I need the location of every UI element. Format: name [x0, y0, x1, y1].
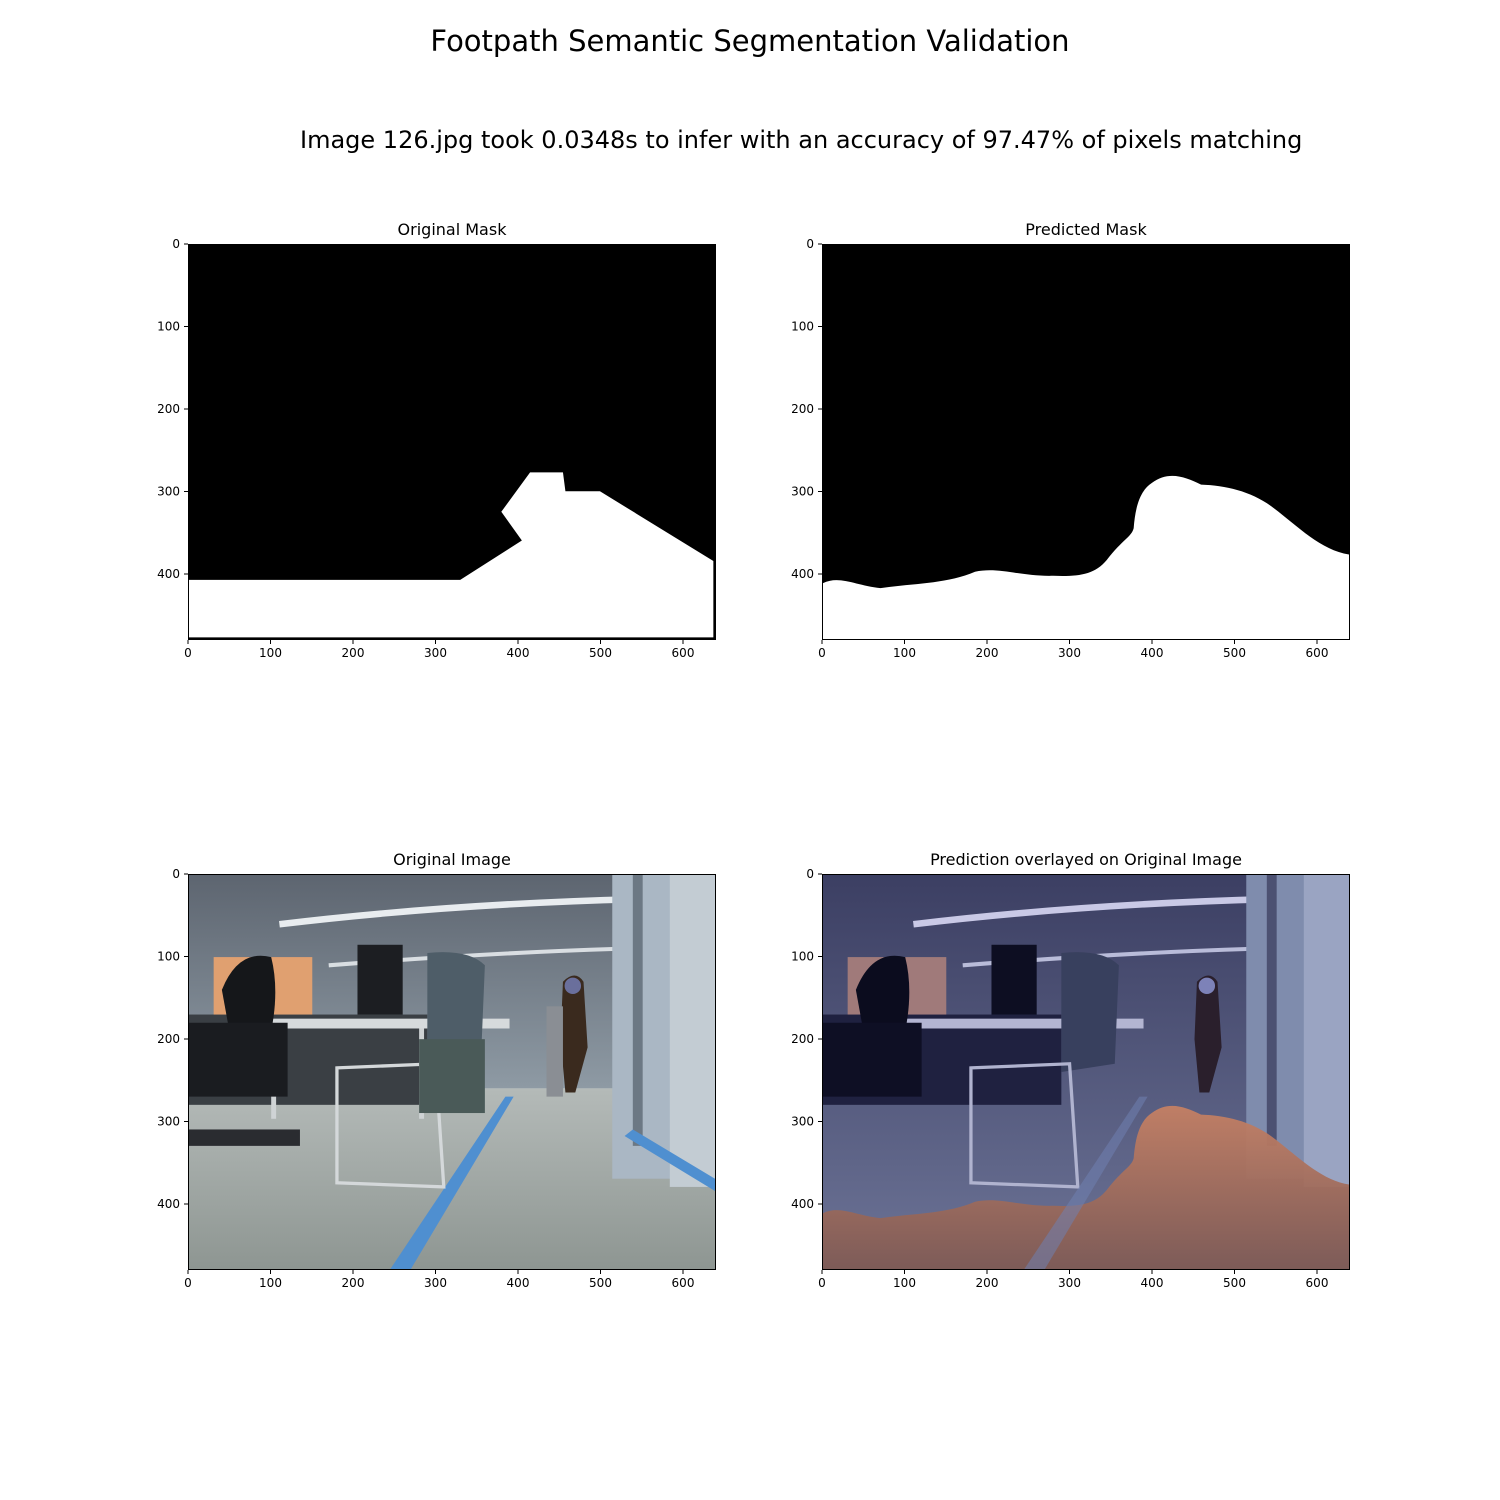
original-mask-xtick-label: 200: [342, 646, 365, 660]
predicted-mask-xtick-label: 100: [893, 646, 916, 660]
overlay-xtick-label: 500: [1223, 1276, 1246, 1290]
overlay-image: [823, 875, 1349, 1269]
overlay-title: Prediction overlayed on Original Image: [930, 850, 1242, 869]
original-mask-xtick-label: 600: [672, 646, 695, 660]
predicted-mask-xtick-label: 600: [1306, 646, 1329, 660]
original-image-title: Original Image: [393, 850, 511, 869]
overlay-xtick-label: 200: [976, 1276, 999, 1290]
overlay-xtick-label: 400: [1141, 1276, 1164, 1290]
original-image-photo: [189, 875, 715, 1269]
predicted-mask-ytick-label: 0: [806, 237, 814, 251]
original-image-ytick-label: 200: [157, 1032, 180, 1046]
original-mask-ytick-label: 100: [157, 320, 180, 334]
original-image-xtick-label: 600: [672, 1276, 695, 1290]
original-image-xtick-label: 100: [259, 1276, 282, 1290]
original-mask-xtick-label: 300: [424, 646, 447, 660]
overlay-ytick-label: 400: [791, 1197, 814, 1211]
original-image-axes: [188, 874, 716, 1270]
original-mask-axes: [188, 244, 716, 640]
predicted-mask-xtick-label: 0: [818, 646, 826, 660]
original-image-xtick-label: 300: [424, 1276, 447, 1290]
predicted-mask-xtick-label: 400: [1141, 646, 1164, 660]
inference-info: Image 126.jpg took 0.0348s to infer with…: [300, 126, 1303, 154]
original-image-xtick-label: 0: [184, 1276, 192, 1290]
original-image-ytick-label: 100: [157, 950, 180, 964]
predicted-mask-xtick-label: 500: [1223, 646, 1246, 660]
original-mask-xtick-label: 0: [184, 646, 192, 660]
original-mask-xtick-label: 500: [589, 646, 612, 660]
predicted-mask-ytick-label: 200: [791, 402, 814, 416]
overlay-ytick-label: 300: [791, 1115, 814, 1129]
predicted-mask-image: [823, 245, 1349, 639]
overlay-axes: [822, 874, 1350, 1270]
original-mask-xtick-label: 400: [507, 646, 530, 660]
predicted-mask-ytick-label: 300: [791, 485, 814, 499]
original-image-xtick-label: 200: [342, 1276, 365, 1290]
original-image-xtick-label: 500: [589, 1276, 612, 1290]
predicted-mask-ytick-label: 100: [791, 320, 814, 334]
original-mask-xtick-label: 100: [259, 646, 282, 660]
overlay-xtick-label: 300: [1058, 1276, 1081, 1290]
overlay-ytick-label: 100: [791, 950, 814, 964]
overlay-ytick-label: 0: [806, 867, 814, 881]
original-mask-ytick-label: 400: [157, 567, 180, 581]
original-image-ytick-label: 0: [172, 867, 180, 881]
overlay-xtick-label: 600: [1306, 1276, 1329, 1290]
original-image-xtick-label: 400: [507, 1276, 530, 1290]
original-mask-ytick-label: 0: [172, 237, 180, 251]
overlay-xtick-label: 100: [893, 1276, 916, 1290]
predicted-mask-xtick-label: 300: [1058, 646, 1081, 660]
original-mask-ytick-label: 300: [157, 485, 180, 499]
overlay-ytick-label: 200: [791, 1032, 814, 1046]
original-mask-image: [189, 245, 715, 639]
original-mask-ytick-label: 200: [157, 402, 180, 416]
original-image-ytick-label: 400: [157, 1197, 180, 1211]
original-mask-title: Original Mask: [397, 220, 507, 239]
overlay-xtick-label: 0: [818, 1276, 826, 1290]
figure-title: Footpath Semantic Segmentation Validatio…: [430, 24, 1070, 58]
predicted-mask-title: Predicted Mask: [1025, 220, 1147, 239]
predicted-mask-ytick-label: 400: [791, 567, 814, 581]
original-image-ytick-label: 300: [157, 1115, 180, 1129]
predicted-mask-xtick-label: 200: [976, 646, 999, 660]
predicted-mask-axes: [822, 244, 1350, 640]
